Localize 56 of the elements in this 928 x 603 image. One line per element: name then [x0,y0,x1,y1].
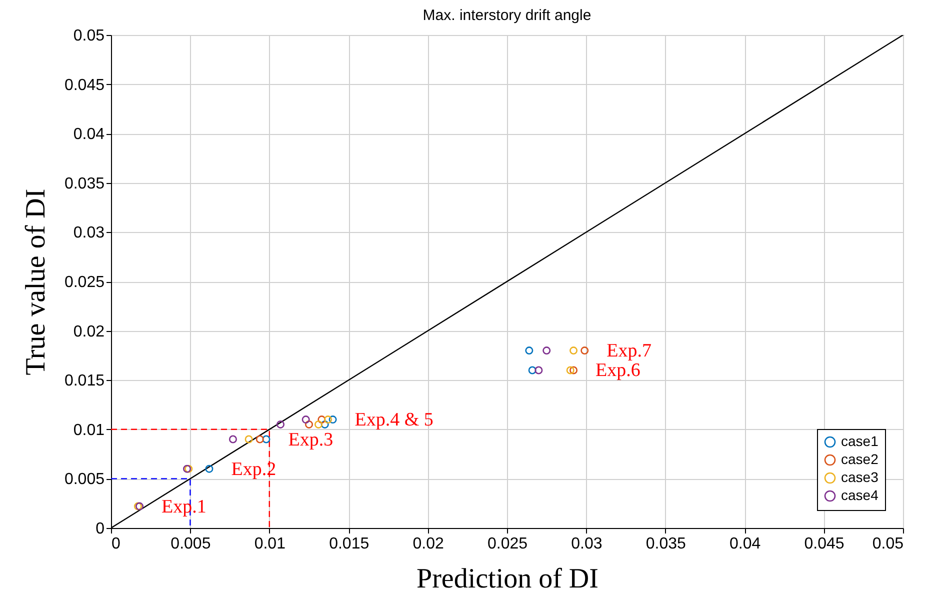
point [570,366,578,374]
y-tick-label: 0.035 [64,175,105,192]
point [302,416,310,424]
y-tick-label: 0.05 [73,28,105,44]
annotation: Exp.7 [606,340,652,362]
chart-title: Max. interstory drift angle [422,7,592,24]
point [262,435,270,444]
annotation: Exp.3 [288,429,334,450]
legend-label: case2 [841,451,879,467]
point [320,420,329,428]
annotation: Exp.6 [596,360,640,382]
y-axis-title: True value of DI [20,188,52,376]
y-tick-label: 0.005 [64,471,105,488]
point [580,346,589,355]
y-tick-label: 0.015 [64,372,105,390]
x-tick-label: 0.045 [804,536,844,552]
point [324,416,332,424]
x-tick-label: 0.035 [646,536,686,552]
legend-label: case3 [841,469,879,485]
point [314,420,323,428]
x-axis-title: Prediction of DI [416,564,598,594]
x-tick-label: 0.015 [329,536,370,552]
legend-label: case4 [841,487,879,503]
point [542,346,551,355]
x-tick-label: 0.03 [571,536,602,552]
y-tick-label: 0.025 [64,274,105,291]
y-tick-label: 0 [96,520,105,538]
point [570,346,578,355]
y-tick-label: 0.02 [73,323,105,340]
x-tick-label: 0 [112,536,120,552]
point [528,366,536,374]
point [228,435,237,444]
y-tick-label: 0.03 [73,224,105,242]
annotation: Exp.2 [231,458,276,480]
x-tick-label: 0.025 [487,536,528,552]
x-tick-label: 0.01 [254,536,286,552]
annotation: Exp.4 & 5 [354,410,434,431]
x-tick-label: 0.02 [412,536,444,552]
legend-label: case1 [841,433,879,449]
x-tick-label: 0.005 [170,536,211,552]
x-tick-label: 0.04 [730,536,761,552]
x-tick-label: 0.05 [872,536,904,552]
point [304,420,314,428]
annotation: Exp.1 [162,496,206,518]
point [276,420,284,428]
point [566,366,574,374]
point [534,366,543,374]
point [205,464,214,473]
y-tick-label: 0.045 [64,76,105,94]
point [328,416,337,424]
point [318,416,326,424]
point [244,435,253,444]
y-tick-label: 0.01 [73,422,105,439]
point [525,346,534,355]
y-tick-label: 0.04 [73,126,105,144]
point [256,435,264,444]
